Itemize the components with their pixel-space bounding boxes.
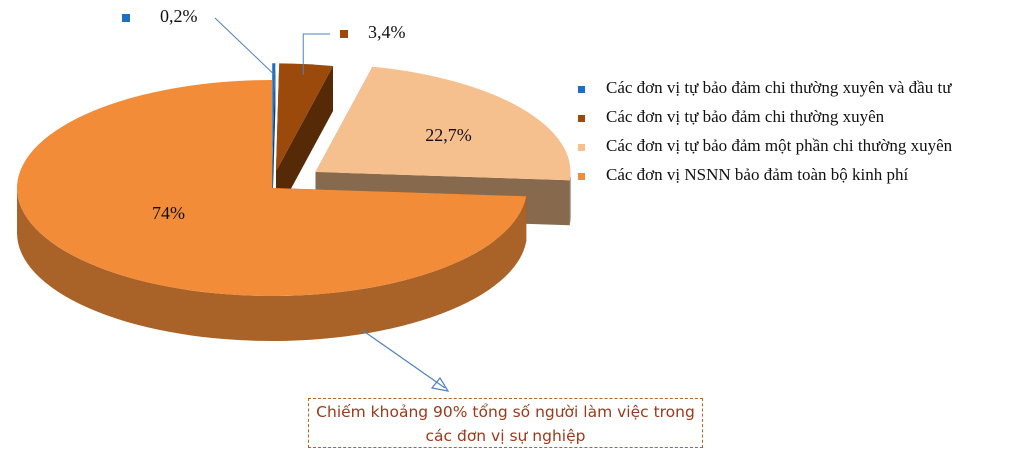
leader-line xyxy=(214,17,274,75)
legend-label: Các đơn vị tự bảo đảm chi thường xuyên xyxy=(606,107,885,126)
legend-item: Các đơn vị tự bảo đảm chi thường xuyên v… xyxy=(578,78,1003,97)
legend-swatch xyxy=(578,115,585,122)
legend-swatch xyxy=(578,144,585,151)
legend-label: Các đơn vị NSNN bảo đảm toàn bộ kinh phí xyxy=(606,165,909,184)
slice xyxy=(275,63,334,172)
slice-rim xyxy=(17,188,527,342)
legend-item: Các đơn vị NSNN bảo đảm toàn bộ kinh phí xyxy=(578,165,1003,184)
leader-line xyxy=(302,33,330,75)
legend-item: Các đơn vị tự bảo đảm một phần chi thườn… xyxy=(578,136,1003,155)
legend: Các đơn vị tự bảo đảm chi thường xuyên v… xyxy=(578,78,1003,196)
legend-swatch xyxy=(578,86,585,93)
slice xyxy=(272,63,276,172)
slice-side xyxy=(272,63,276,217)
data-label: 22,7% xyxy=(425,125,472,145)
data-label: 74% xyxy=(152,203,185,223)
slice xyxy=(315,66,571,181)
legend-item: Các đơn vị tự bảo đảm chi thường xuyên xyxy=(578,107,1003,126)
data-label: 0,2% xyxy=(160,6,198,26)
legend-swatch xyxy=(578,173,585,180)
annotation: Chiếm khoảng 90% tổng số người làm việc … xyxy=(308,398,703,448)
slice-rim xyxy=(569,172,571,226)
legend-label: Các đơn vị tự bảo đảm chi thường xuyên v… xyxy=(606,78,952,97)
slice-side xyxy=(275,66,334,217)
label-marker xyxy=(340,30,348,38)
arrow-head xyxy=(430,376,450,392)
label-marker xyxy=(122,14,130,22)
slice xyxy=(17,80,527,296)
legend-label: Các đơn vị tự bảo đảm một phần chi thườn… xyxy=(606,136,953,155)
data-label: 3,4% xyxy=(368,22,406,42)
arrow-line xyxy=(361,329,446,389)
